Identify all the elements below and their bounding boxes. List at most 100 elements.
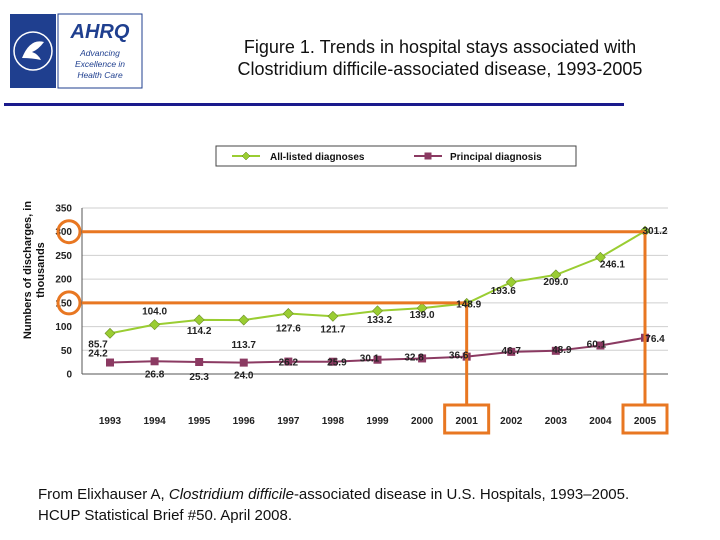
data-point xyxy=(373,355,382,364)
data-point xyxy=(372,305,383,317)
data-label: 36.6 xyxy=(449,351,469,362)
x-tick-label: 1995 xyxy=(188,416,211,427)
logo-tagline-1: Advancing xyxy=(79,48,120,58)
y-tick-label: 250 xyxy=(55,251,72,262)
data-point xyxy=(239,358,248,367)
data-label: 46.7 xyxy=(502,346,522,357)
data-point xyxy=(106,358,114,367)
data-point xyxy=(328,357,337,366)
x-tick-label: 1993 xyxy=(99,416,122,427)
highlight-circle-300 xyxy=(56,219,82,245)
data-label: 139.0 xyxy=(410,310,435,321)
data-label: 85.7 xyxy=(88,339,108,350)
data-point xyxy=(594,251,606,263)
highlight-box-2005 xyxy=(621,403,669,435)
citation-suffix: -associated disease in U.S. Hospitals, 1… xyxy=(293,486,630,503)
x-tick-label: 1994 xyxy=(143,416,166,427)
x-tick-label: 1996 xyxy=(233,416,256,427)
data-point xyxy=(596,341,605,350)
data-label: 24.0 xyxy=(234,371,254,382)
y-tick-label: 300 xyxy=(55,227,72,238)
data-label: 246.1 xyxy=(600,259,625,270)
chart-axes: 0 50 100 150 200 250 300 350 1993 1994 1995 1996 199… xyxy=(55,204,668,427)
data-point xyxy=(193,314,205,326)
legend-label: Principal diagnosis xyxy=(450,152,542,163)
x-tick-label: 2005 xyxy=(634,416,657,427)
data-label: 301.2 xyxy=(642,226,667,237)
data-label: 25.9 xyxy=(327,358,347,369)
data-point xyxy=(416,302,428,314)
data-labels: 85.7 104.0 114.2 113.7 127.6 121.7 133.2 139.0 1… xyxy=(88,226,668,383)
data-point xyxy=(507,347,516,356)
chart-grid xyxy=(82,207,668,375)
data-label: 26.8 xyxy=(145,369,165,380)
data-point xyxy=(505,276,517,288)
title-divider xyxy=(4,103,624,106)
data-point xyxy=(418,354,427,363)
data-label: 30.1 xyxy=(360,354,380,365)
data-label: 32.8 xyxy=(404,352,424,363)
x-tick-label: 2004 xyxy=(589,416,612,427)
data-point xyxy=(551,346,560,355)
data-point xyxy=(327,310,339,322)
logo-tagline-2: Excellence in xyxy=(75,59,125,69)
highlight-circle-150 xyxy=(56,290,82,316)
y-tick-label: 100 xyxy=(55,322,72,333)
data-label: 48.9 xyxy=(552,345,572,356)
legend-box xyxy=(215,145,577,167)
data-label: 26.2 xyxy=(279,358,299,369)
highlight-annotations xyxy=(56,219,669,435)
citation-prefix: From Elixhauser A, xyxy=(38,486,169,503)
x-tick-label: 2001 xyxy=(456,416,479,427)
data-label: 193.6 xyxy=(491,286,516,297)
citation-line-2: HCUP Statistical Brief #50. April 2008. xyxy=(38,507,293,524)
data-label: 60.1 xyxy=(587,339,607,350)
page-title: Figure 1. Trends in hospital stays assoc… xyxy=(200,36,680,80)
y-tick-label: 150 xyxy=(55,298,72,309)
x-tick-label: 1999 xyxy=(366,416,389,427)
data-label: 104.0 xyxy=(142,307,167,318)
data-point xyxy=(149,319,161,331)
chart-series xyxy=(104,225,651,367)
data-point xyxy=(238,314,250,326)
logo-tagline-3: Health Care xyxy=(77,70,123,80)
data-label: 148.9 xyxy=(456,299,481,310)
citation-line-1: From Elixhauser A, Clostridium difficile… xyxy=(38,484,708,505)
citation-italic: Clostridium difficile xyxy=(168,486,294,503)
data-label: 24.2 xyxy=(88,349,108,360)
data-point xyxy=(284,357,293,366)
data-label: 133.2 xyxy=(367,315,392,326)
legend-marker-diamond-icon xyxy=(241,151,251,161)
x-tick-label: 1997 xyxy=(277,416,300,427)
ahrq-logo: AHRQ Advancing Excellence in Health Care xyxy=(8,8,144,94)
title-line-2: Clostridium difficile-associated disease… xyxy=(237,59,643,79)
logo-text: AHRQ xyxy=(70,21,130,43)
x-tick-label: 2003 xyxy=(545,416,568,427)
data-label: 127.6 xyxy=(276,323,301,334)
data-label: 114.2 xyxy=(187,326,212,337)
x-tick-label: 2002 xyxy=(500,416,523,427)
data-label: 121.7 xyxy=(320,324,345,335)
legend-label: All-listed diagnoses xyxy=(270,152,365,163)
x-tick-label: 2000 xyxy=(411,416,434,427)
x-tick-label: 1998 xyxy=(322,416,345,427)
legend-marker-square-icon xyxy=(424,152,432,160)
data-point xyxy=(195,358,204,367)
highlight-box-2001 xyxy=(443,403,491,435)
y-tick-label: 0 xyxy=(66,370,72,381)
data-label: 76.4 xyxy=(645,334,665,345)
title-line-1: Figure 1. Trends in hospital stays assoc… xyxy=(243,37,637,57)
data-point xyxy=(150,357,159,366)
legend: All-listed diagnoses Principal diagnosis xyxy=(215,145,577,167)
data-point xyxy=(282,308,294,319)
y-tick-label: 50 xyxy=(61,346,73,357)
citation: From Elixhauser A, Clostridium difficile… xyxy=(38,484,708,526)
data-point xyxy=(104,327,116,339)
data-label: 113.7 xyxy=(232,340,257,351)
data-label: 25.3 xyxy=(189,372,209,383)
y-tick-label: 350 xyxy=(55,204,72,215)
y-tick-label: 200 xyxy=(55,275,72,286)
data-point xyxy=(550,269,562,281)
plot-area xyxy=(82,208,668,374)
